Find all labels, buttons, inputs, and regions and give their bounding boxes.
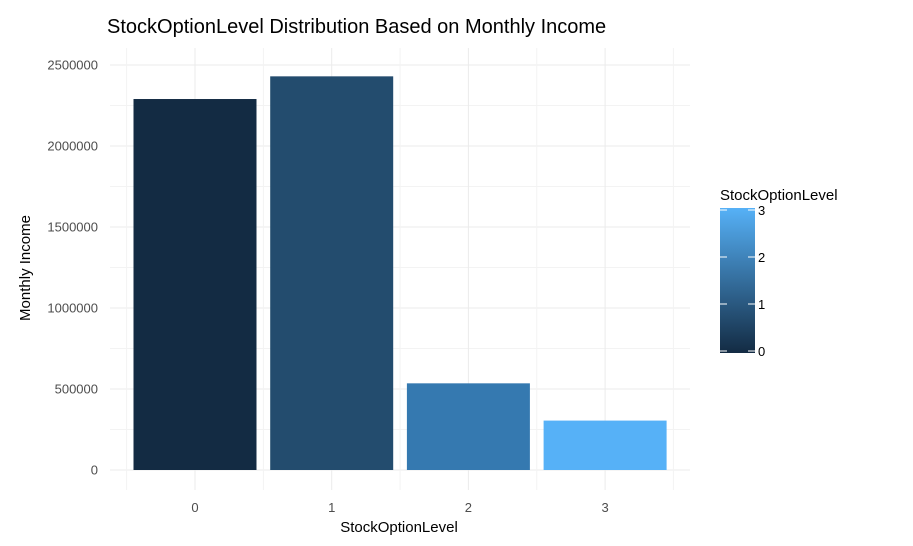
- legend: StockOptionLevel 0 1 2 3: [720, 187, 838, 359]
- chart-title: StockOptionLevel Distribution Based on M…: [107, 16, 606, 38]
- y-axis-ticks: 0 500000 1000000 1500000 2000000 2500000: [47, 58, 98, 478]
- y-tick-label: 2000000: [47, 139, 98, 154]
- legend-title: StockOptionLevel: [720, 187, 838, 204]
- y-tick-label: 0: [91, 463, 98, 478]
- x-tick-label: 1: [328, 500, 335, 515]
- x-tick-label: 2: [465, 500, 472, 515]
- y-axis-title: Monthly Income: [17, 215, 34, 321]
- bar-0: [133, 99, 257, 471]
- x-tick-label: 3: [601, 500, 608, 515]
- legend-colorbar: [720, 208, 755, 353]
- legend-tick-label: 3: [758, 203, 765, 218]
- y-tick-label: 1500000: [47, 220, 98, 235]
- bar-2: [406, 383, 530, 470]
- x-axis-title: StockOptionLevel: [340, 519, 458, 536]
- x-axis-ticks: 0 1 2 3: [191, 500, 608, 515]
- y-tick-label: 2500000: [47, 58, 98, 73]
- y-tick-label: 500000: [55, 382, 98, 397]
- legend-tick-label: 1: [758, 297, 765, 312]
- y-tick-label: 1000000: [47, 301, 98, 316]
- bar-1: [270, 76, 394, 470]
- bar-3: [543, 420, 667, 470]
- legend-tick-label: 0: [758, 344, 765, 359]
- bars: [133, 76, 667, 471]
- legend-tick-label: 2: [758, 250, 765, 265]
- x-tick-label: 0: [191, 500, 198, 515]
- legend-ticks: 0 1 2 3: [720, 203, 765, 359]
